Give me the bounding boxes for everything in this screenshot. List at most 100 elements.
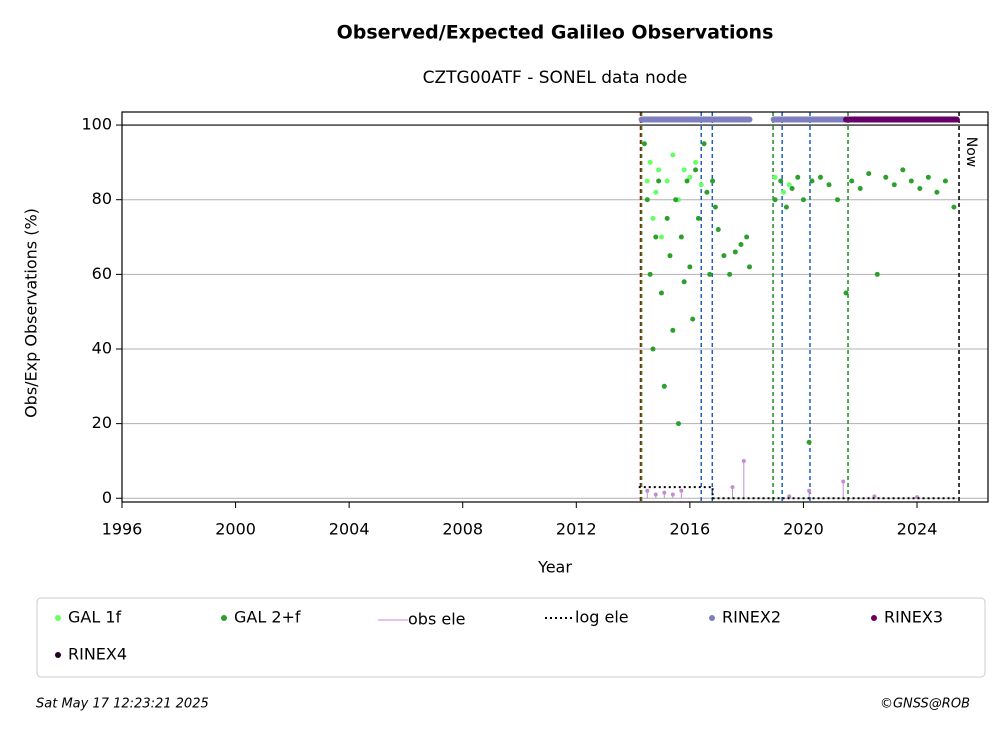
legend-label: GAL 2+f — [234, 608, 301, 627]
data-point — [746, 264, 752, 270]
y-tick-label: 40 — [92, 338, 112, 357]
data-point — [917, 186, 923, 192]
chart-subtitle: CZTG00ATF - SONEL data node — [423, 68, 688, 88]
data-point — [806, 439, 812, 445]
data-point — [866, 171, 872, 177]
data-point — [644, 178, 650, 184]
data-point — [942, 178, 948, 184]
data-point — [841, 479, 846, 484]
legend-label: obs ele — [408, 610, 466, 629]
now-annotation: Now — [963, 137, 979, 168]
data-point — [641, 141, 647, 147]
data-point — [781, 189, 787, 195]
x-tick-label: 2008 — [442, 520, 483, 539]
data-point — [732, 249, 738, 255]
data-point — [670, 492, 675, 497]
data-point — [658, 290, 664, 296]
data-point — [738, 241, 744, 247]
x-tick-label: 2012 — [556, 520, 597, 539]
data-point — [951, 204, 957, 210]
data-point — [826, 182, 832, 188]
data-point — [883, 174, 889, 180]
data-point — [676, 421, 682, 427]
data-point — [908, 178, 914, 184]
data-point — [678, 234, 684, 240]
data-point — [741, 458, 746, 463]
data-point — [667, 253, 673, 259]
data-point — [650, 346, 656, 352]
data-point — [817, 174, 823, 180]
data-point — [681, 167, 687, 173]
data-point — [772, 197, 778, 203]
data-point — [647, 159, 653, 165]
legend-label: log ele — [575, 608, 629, 627]
legend-marker — [709, 615, 715, 621]
data-point — [857, 186, 863, 192]
data-point — [843, 290, 849, 296]
data-point — [730, 485, 735, 490]
y-axis-label: Obs/Exp Observations (%) — [22, 208, 41, 418]
data-point — [653, 492, 658, 497]
x-tick-label: 2000 — [215, 520, 256, 539]
data-point — [800, 197, 806, 203]
data-point — [658, 234, 664, 240]
data-point — [664, 215, 670, 221]
data-point — [707, 271, 713, 277]
data-point — [891, 182, 897, 188]
data-point — [647, 271, 653, 277]
data-point — [690, 316, 696, 322]
plot-frame — [121, 111, 989, 503]
data-point — [693, 167, 699, 173]
data-point — [664, 178, 670, 184]
data-point — [681, 279, 687, 285]
data-point — [673, 197, 679, 203]
data-point — [727, 271, 733, 277]
x-tick-label: 1996 — [102, 520, 143, 539]
data-point — [710, 178, 716, 184]
data-point — [645, 488, 650, 493]
data-point — [670, 152, 676, 158]
series-line — [638, 486, 957, 500]
data-point — [695, 215, 701, 221]
data-point — [687, 264, 693, 270]
legend-label: RINEX2 — [722, 608, 781, 627]
data-point — [679, 488, 684, 493]
data-point — [721, 253, 727, 259]
data-point — [656, 167, 662, 173]
data-point — [712, 204, 718, 210]
x-tick-label: 2016 — [670, 520, 711, 539]
data-point — [778, 178, 784, 184]
x-tick-label: 2004 — [329, 520, 370, 539]
x-axis-label: Year — [537, 558, 572, 577]
chart-title: Observed/Expected Galileo Observations — [337, 22, 774, 44]
data-point — [744, 234, 750, 240]
data-point — [661, 383, 667, 389]
data-point — [934, 189, 940, 195]
footer-date: Sat May 17 12:23:21 2025 — [36, 697, 209, 712]
footer-credit: ©GNSS@ROB — [880, 697, 970, 712]
legend-marker — [871, 615, 877, 621]
data-point — [772, 174, 778, 180]
y-tick-label: 20 — [92, 413, 112, 432]
legend-label: RINEX4 — [68, 645, 127, 664]
legend-marker — [221, 615, 227, 621]
legend-box — [36, 597, 986, 678]
data-point — [701, 141, 707, 147]
legend-marker — [55, 652, 61, 658]
data-point — [925, 174, 931, 180]
data-point — [809, 178, 815, 184]
data-point — [653, 234, 659, 240]
data-point — [786, 182, 792, 188]
data-point — [684, 178, 690, 184]
data-point — [662, 490, 667, 495]
data-point — [783, 204, 789, 210]
data-point — [644, 197, 650, 203]
y-tick-label: 80 — [92, 189, 112, 208]
data-point — [849, 178, 855, 184]
data-point — [835, 197, 841, 203]
data-point — [874, 271, 880, 277]
data-point — [698, 182, 704, 188]
y-tick-label: 0 — [102, 488, 112, 507]
data-point — [795, 174, 801, 180]
